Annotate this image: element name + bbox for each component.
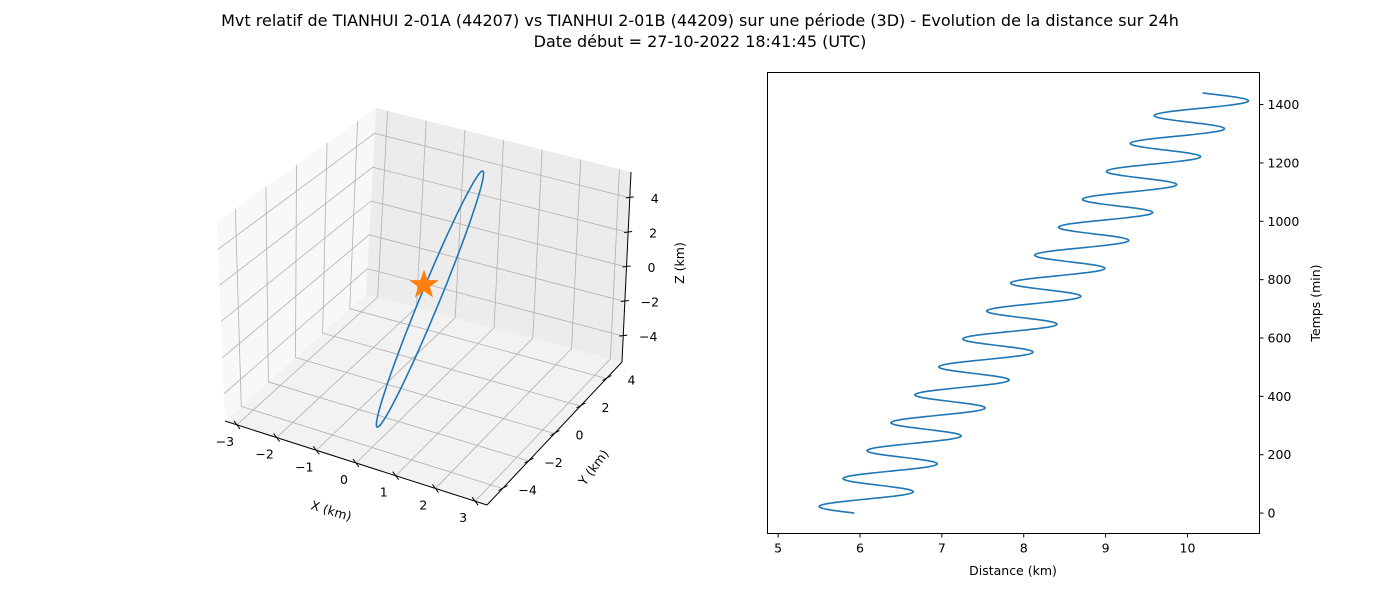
y-tick-label-3d: 2 [601,400,609,415]
y-axis-label-2d: Temps (min) [1308,264,1323,342]
z-gridline [222,234,625,358]
left-back-pane [217,108,376,421]
x-tick-label-3d: 2 [419,497,427,512]
plot-3d: −3 −2 −1 0 1 2 3 −4 −2 0 2 4 −4 −2 0 2 4 X (km) Y (km) Z… [216,108,687,525]
x-tick-label-3d: 3 [459,510,467,525]
z-axis-label-3d: Z (km) [672,242,687,284]
x-tick-label-3d: −2 [255,447,273,462]
y-tick-label-3d: −4 [518,483,536,498]
y-tick-label-2d: 800 [1268,272,1292,287]
x-tick-3d [392,471,400,481]
y-tick-label-3d: 0 [576,428,584,443]
z-tick-label-3d: 0 [648,260,656,275]
z-tick-label-3d: 4 [651,191,659,206]
z-gridline [223,268,624,395]
y-tick-3d [576,402,586,409]
x-tick-3d [273,433,281,442]
y-tick-3d [550,430,560,436]
y-tick-label-2d: 1000 [1268,214,1300,229]
floor-pane [225,294,622,505]
x-tick-label-3d: 1 [380,485,388,500]
y-tick-label-2d: 1400 [1268,97,1300,112]
x-tick-3d [352,458,360,468]
z-tick-label-3d: −4 [639,329,657,344]
x-gridline [355,139,504,464]
z-tick-3d [620,300,629,303]
y-gridline [234,208,503,489]
y-tick-label-2d: 600 [1268,331,1292,346]
y-tick-label-2d: 1200 [1268,155,1300,170]
x-axis-label-2d: Distance (km) [969,563,1057,578]
z-gridline [217,132,630,250]
z-tick-label-3d: 2 [649,225,657,240]
x-tick-label-2d: 8 [1020,541,1028,556]
x-tick-label-2d: 10 [1180,541,1196,556]
y-tick-label-2d: 400 [1268,389,1292,404]
y-gridline [295,164,555,434]
x-axis-label-3d: X (km) [309,497,353,524]
orbit-path [375,170,485,428]
figure-title-line2: Date début = 27-10-2022 18:41:45 (UTC) [534,32,867,51]
y-tick-3d [602,375,612,381]
plot-2d-ticks: 5 6 7 8 9 10 0 200 400 600 800 1000 1200 1400 [774,97,1299,555]
x-tick-label-3d: −3 [216,434,234,449]
y-tick-3d [498,485,508,491]
y-tick-3d [524,457,534,464]
x-tick-label-3d: −1 [295,459,313,474]
plot-3d-panes [217,108,631,505]
x-gridline [236,110,388,426]
x-tick-label-2d: 5 [774,541,782,556]
y-tick-label-2d: 0 [1268,506,1276,521]
y-tick-label-3d: 4 [627,373,635,388]
y-tick-label-3d: −2 [544,455,562,470]
origin-star-marker [409,269,439,298]
z-gridline [219,166,629,286]
x-tick-label-2d: 9 [1102,541,1110,556]
x-tick-label-2d: 6 [856,541,864,556]
x-gridline [474,169,620,502]
x-gridline [395,149,543,477]
z-tick-label-3d: −2 [641,295,659,310]
z-tick-3d [622,265,631,268]
figure-title-line1: Mvt relatif de TIANHUI 2-01A (44207) vs … [221,11,1179,30]
x-gridline [316,130,466,451]
plot-3d-data [375,170,485,428]
x-tick-label-2d: 7 [938,541,946,556]
z-tick-3d [624,230,633,233]
x-tick-label-3d: 0 [340,472,348,487]
plot-2d-frame [767,72,1260,534]
y-gridline [349,121,607,379]
z-gridline [220,200,627,322]
z-tick-3d [625,196,634,199]
x-tick-3d [471,496,479,506]
plot-2d: 5 6 7 8 9 10 0 200 400 600 800 1000 1200 1400 Distanc… [767,72,1323,578]
y-gridline [265,186,529,462]
y-gridline [322,143,581,407]
z-tick-3d [619,334,628,337]
plot-3d-grid [217,110,630,502]
plot-3d-axes: −3 −2 −1 0 1 2 3 −4 −2 0 2 4 −4 −2 0 2 4 [216,171,659,525]
x-tick-3d [312,445,320,455]
x-tick-3d [233,420,241,430]
distance-series-line [818,92,1250,514]
x-gridline [435,159,582,489]
y-tick-label-2d: 200 [1268,447,1292,462]
x-tick-3d [431,484,439,493]
y-axis-label-3d: Y (km) [575,446,612,488]
